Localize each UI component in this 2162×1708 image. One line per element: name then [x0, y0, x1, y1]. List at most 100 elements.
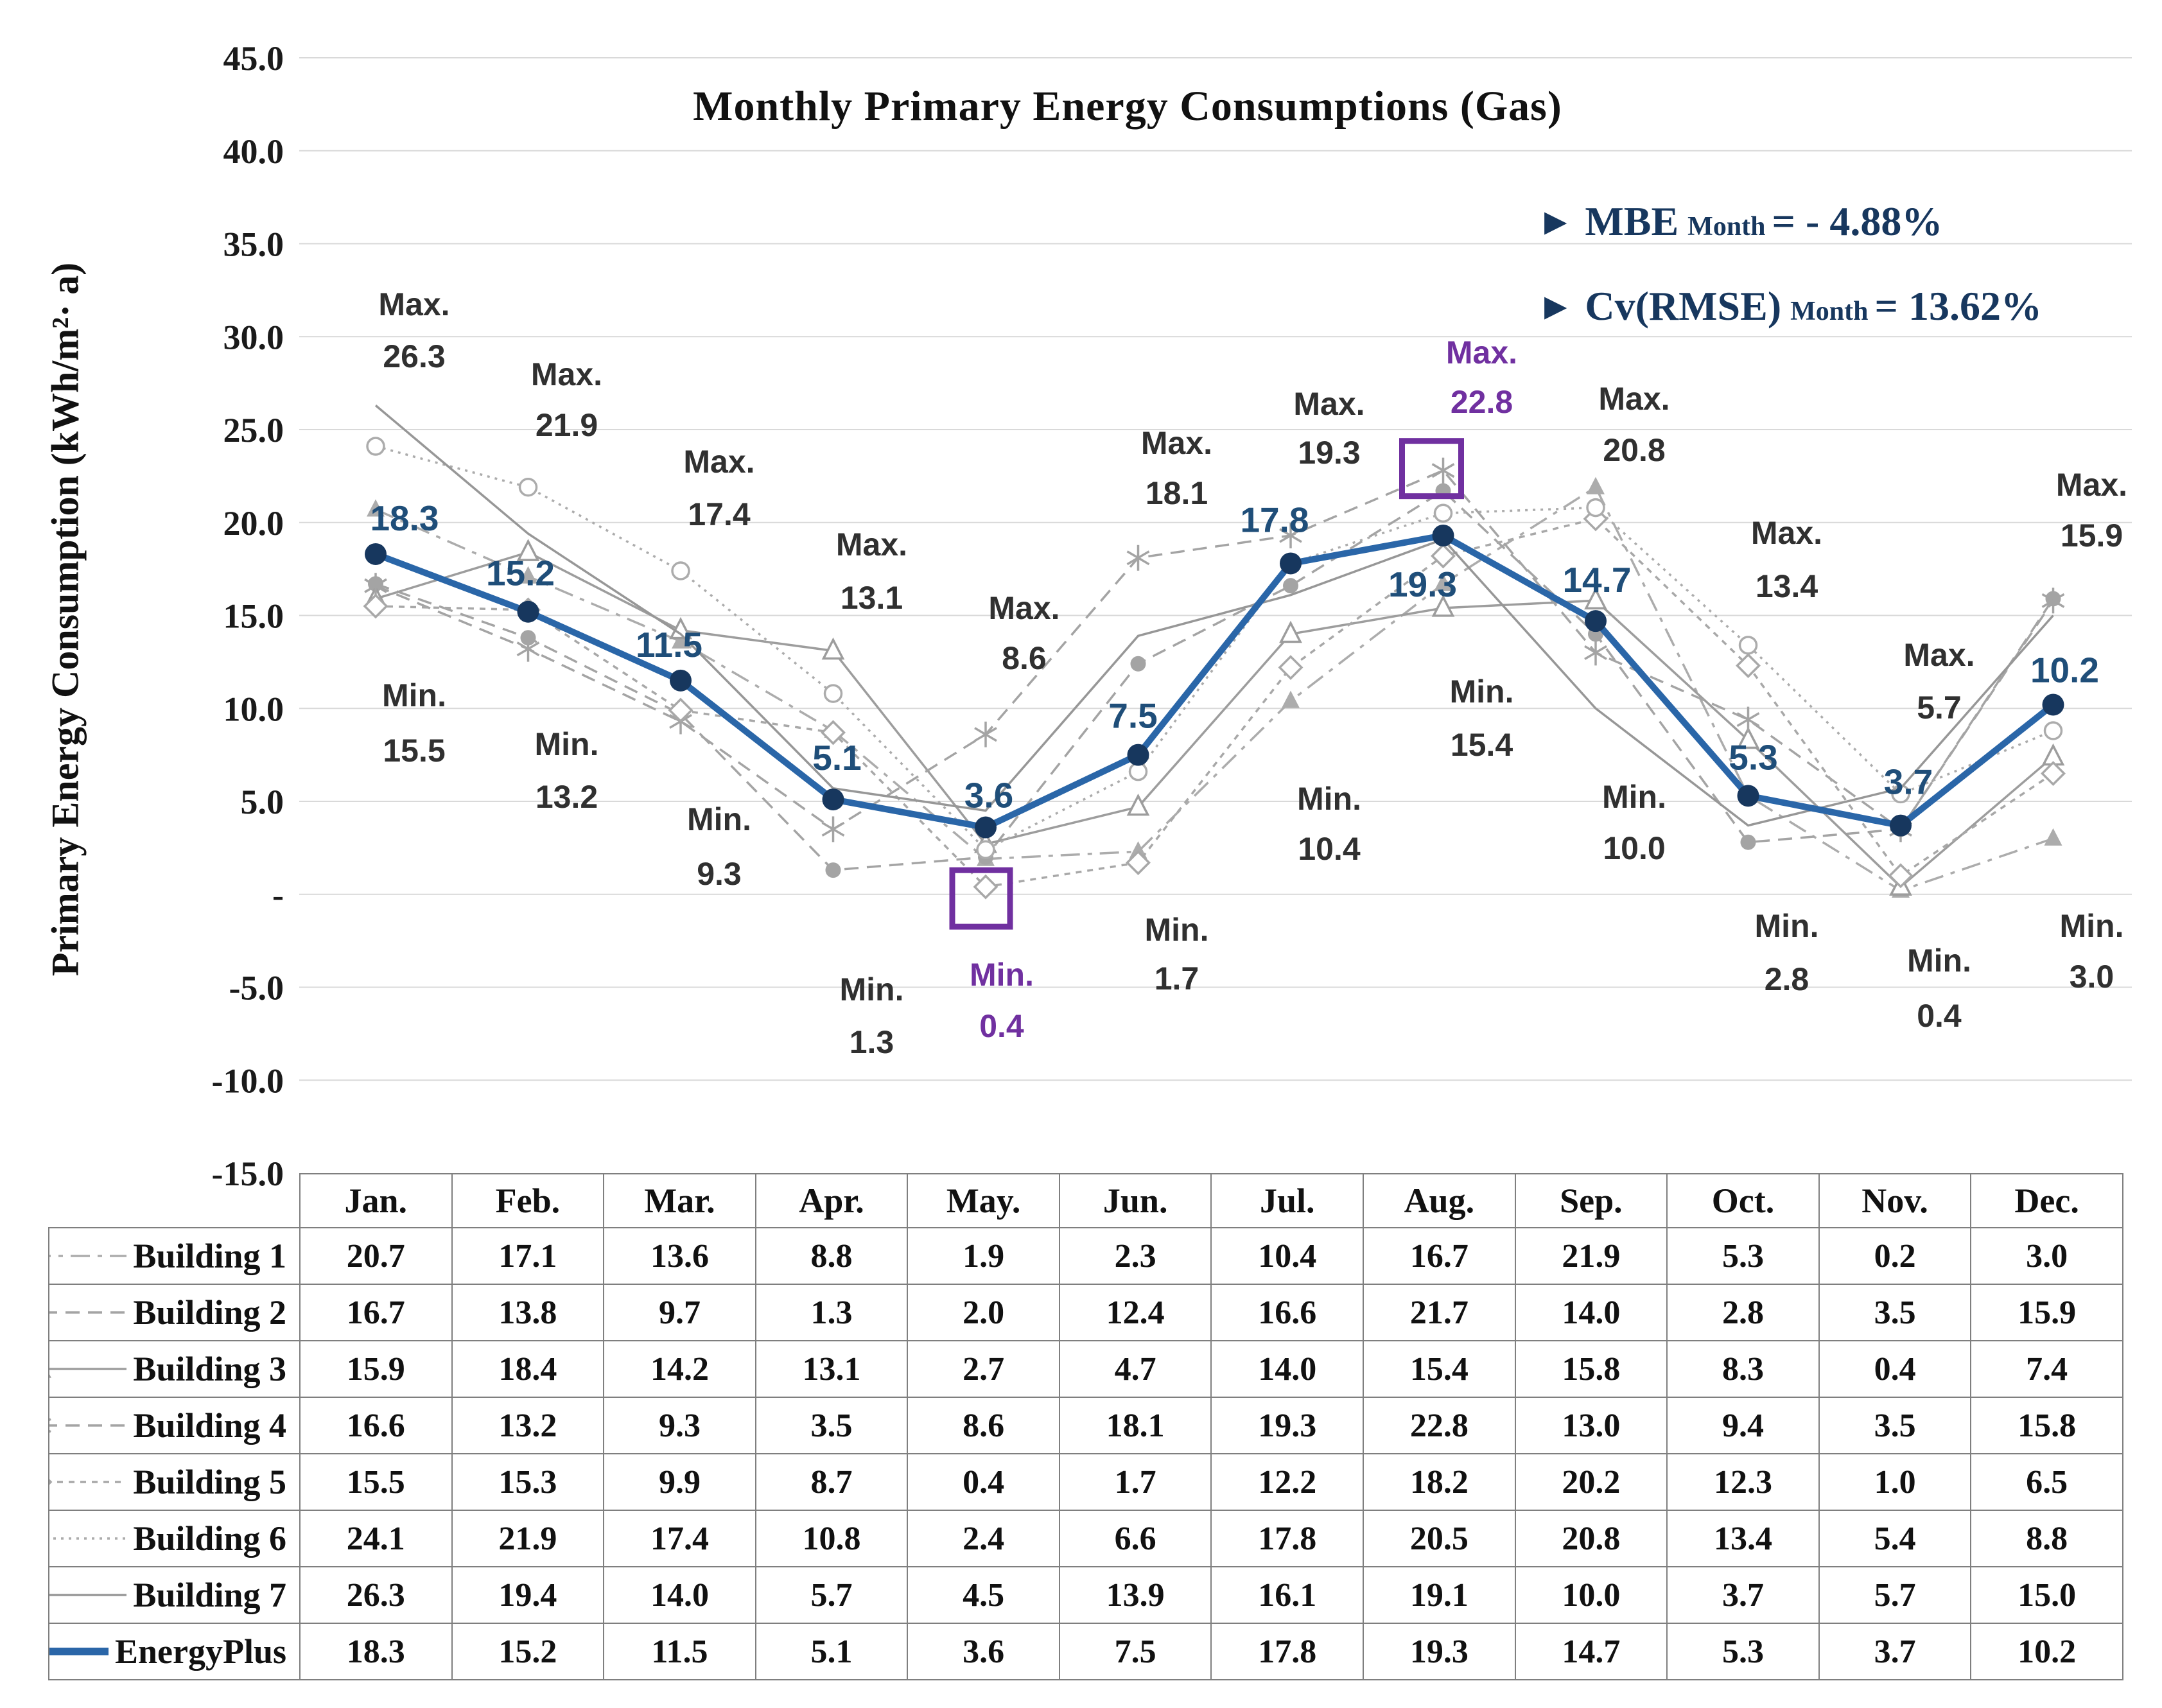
- series-marker-circle-open: [366, 437, 385, 456]
- table-value-cell: 3.7: [1666, 1566, 1820, 1624]
- y-tick-label: 15.0: [223, 597, 284, 636]
- min-annotation-label: Min.: [840, 972, 904, 1007]
- series-marker-triangle-filled: [519, 566, 537, 584]
- table-value-cell: 15.9: [299, 1340, 453, 1398]
- legend-swatch-Building-2: [50, 1311, 127, 1314]
- min-annotation-label: Min.: [687, 801, 751, 837]
- table-value-cell: 14.0: [603, 1566, 756, 1624]
- table-value-cell: 5.3: [1666, 1623, 1820, 1680]
- y-tick-label: -10.0: [212, 1061, 284, 1100]
- mbe-value: = - 4.88%: [1772, 198, 1943, 244]
- play-arrow-icon: ▶: [1544, 290, 1567, 322]
- table-value-cell: 8.8: [754, 1227, 909, 1285]
- table-value-cell: 13.8: [451, 1284, 605, 1341]
- series-marker-dot: [365, 543, 387, 565]
- table-value-cell: 13.4: [1666, 1510, 1820, 1567]
- series-legend-cell: EnergyPlus: [48, 1623, 301, 1680]
- min-annotation-value: 10.0: [1603, 830, 1665, 866]
- y-tick-label: 45.0: [223, 39, 284, 78]
- table-value-cell: 0.4: [1818, 1340, 1972, 1398]
- min-annotation-value: 1.3: [850, 1024, 894, 1060]
- energyplus-data-label: 19.3: [1388, 564, 1457, 604]
- min-annotation: Min. 15.5: [382, 677, 446, 769]
- table-value-cell: 14.7: [1514, 1623, 1668, 1680]
- max-annotation: Max. 18.1: [1141, 425, 1212, 511]
- table-value-cell: 9.3: [603, 1397, 756, 1454]
- series-marker-triangle-filled: [672, 631, 690, 649]
- table-row-Building-5: Building 5 15.5 15.3 9.9 8.7 0.4 1.7 12.2 18.2 20…: [48, 1453, 2123, 1511]
- min-annotation-value: 13.2: [536, 779, 598, 815]
- table-value-cell: 13.6: [603, 1227, 756, 1285]
- series-line-Building-1: [375, 485, 2054, 892]
- min-annotation: Min. 15.4: [1450, 674, 1514, 763]
- table-value-cell: 19.1: [1363, 1566, 1516, 1624]
- table-value-cell: 9.9: [603, 1453, 756, 1511]
- energyplus-data-label: 5.3: [1729, 737, 1777, 777]
- series-marker-circle-filled: [1740, 834, 1756, 850]
- table-value-cell: 14.2: [603, 1340, 756, 1398]
- min-annotation: Min. 1.7: [1145, 912, 1209, 997]
- table-row-Building-2: Building 2 16.7 13.8 9.7 1.3 2.0 12.4 16.6 21.7 1…: [48, 1284, 2123, 1341]
- max-annotation: Max. 5.7: [1903, 637, 1975, 726]
- series-marker-diamond-open: [1736, 653, 1761, 679]
- series-marker-triangle-open: [1736, 726, 1760, 749]
- series-marker-asterisk: [516, 636, 540, 662]
- table-header-cell: Jun.: [1058, 1173, 1212, 1228]
- series-label: Building 1: [133, 1237, 286, 1275]
- table-value-cell: 19.3: [1210, 1397, 1364, 1454]
- legend-swatch-Building-5: [50, 1479, 127, 1485]
- series-marker-asterisk: [1431, 457, 1455, 484]
- table-value-cell: 15.9: [1970, 1284, 2123, 1341]
- min-annotation: Min. 0.4: [970, 957, 1034, 1044]
- table-value-cell: 2.8: [1666, 1284, 1820, 1341]
- table-value-cell: 2.7: [907, 1340, 1060, 1398]
- min-annotation-value: 15.4: [1451, 727, 1513, 763]
- table-value-cell: 5.7: [754, 1566, 909, 1624]
- table-row-Building-3: Building 3 15.9 18.4 14.2 13.1 2.7 4.7 14.0 15.4…: [48, 1340, 2123, 1398]
- series-label: Building 2: [133, 1293, 286, 1332]
- table-row-Building-6: Building 6 24.1 21.9 17.4 10.8 2.4 6.6 17.8 20.5…: [48, 1510, 2123, 1567]
- table-value-cell: 1.9: [907, 1227, 1060, 1285]
- series-marker-circle-open: [823, 684, 843, 703]
- series-marker-dot: [1432, 525, 1454, 547]
- series-marker-asterisk: [974, 721, 997, 747]
- table-value-cell: 3.5: [1818, 1397, 1972, 1454]
- min-annotation-label: Min.: [1907, 943, 1971, 979]
- max-annotation-label: Max.: [683, 444, 754, 480]
- max-annotation-label: Max.: [1293, 386, 1364, 422]
- table-row-Building-4: Building 4 16.6 13.2 9.3 3.5 8.6 18.1 19.3 22.8 1…: [48, 1397, 2123, 1454]
- table-value-cell: 14.0: [1210, 1340, 1364, 1398]
- cvrmse-label: Cv(RMSE): [1585, 283, 1782, 329]
- min-annotation-value: 0.4: [1917, 998, 1962, 1034]
- series-marker-circle-open: [2043, 721, 2063, 740]
- series-marker-asterisk: [821, 816, 845, 842]
- table-value-cell: 3.0: [1970, 1227, 2123, 1285]
- series-line-EnergyPlus: [374, 532, 2055, 831]
- table-value-cell: 20.2: [1514, 1453, 1668, 1511]
- min-annotation: Min. 13.2: [535, 726, 599, 815]
- series-marker-asterisk: [1279, 523, 1302, 549]
- table-value-cell: 3.5: [1818, 1284, 1972, 1341]
- table-value-cell: 17.1: [451, 1227, 605, 1285]
- series-line-Building-2: [375, 489, 2054, 871]
- series-line-Building-5: [375, 518, 2054, 889]
- energyplus-data-label: 14.7: [1562, 560, 1631, 600]
- min-annotation-value: 9.3: [697, 856, 742, 892]
- energyplus-data-label: 3.6: [964, 776, 1013, 815]
- series-marker-triangle-open: [669, 616, 692, 640]
- series-marker-diamond-open: [1888, 863, 1914, 889]
- series-marker-asterisk: [1584, 640, 1607, 666]
- chart-title: Monthly Primary Energy Consumptions (Gas…: [693, 83, 1562, 130]
- series-marker-dot: [1280, 552, 1302, 575]
- min-annotation: Min. 10.0: [1602, 779, 1666, 866]
- max-annotation: Max. 8.6: [988, 590, 1059, 676]
- max-annotation: Max. 26.3: [378, 286, 449, 374]
- table-value-cell: 19.3: [1363, 1623, 1516, 1680]
- series-marker-asterisk: [1126, 545, 1150, 571]
- max-annotation-value: 22.8: [1451, 384, 1513, 420]
- series-legend-cell: Building 3: [48, 1340, 301, 1398]
- table-value-cell: 1.0: [1818, 1453, 1972, 1511]
- table-value-cell: 21.9: [451, 1510, 605, 1567]
